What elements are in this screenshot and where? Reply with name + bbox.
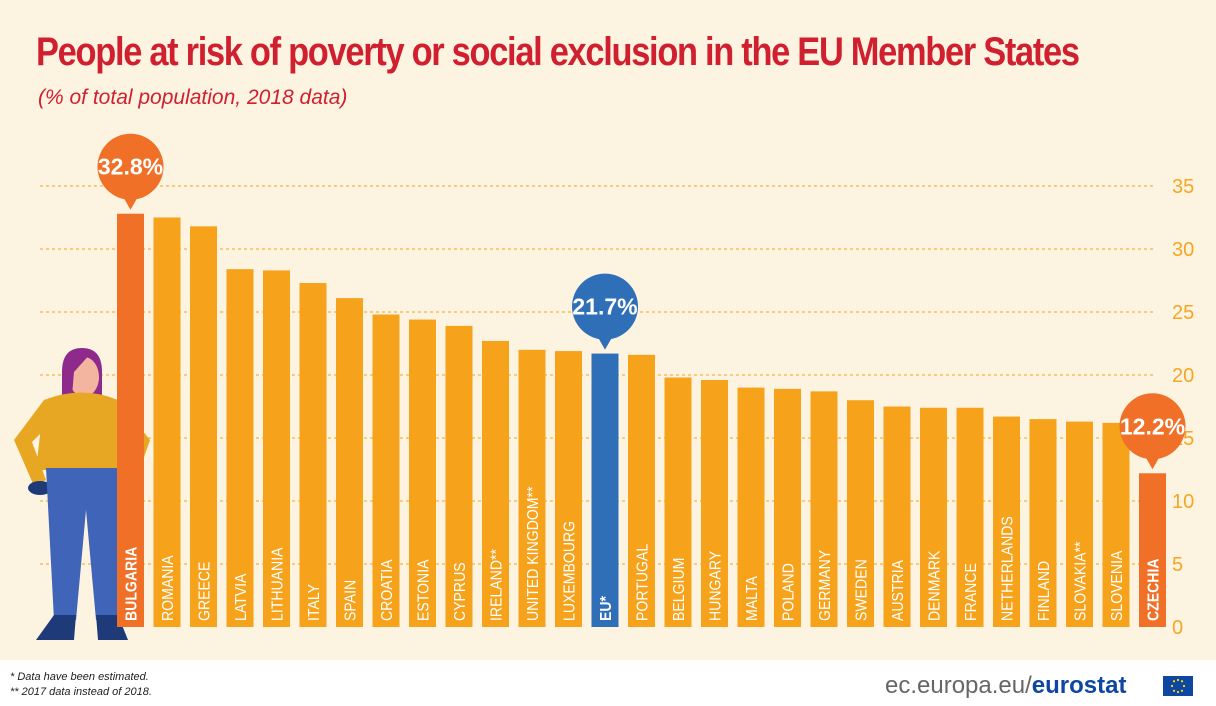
category-label-slovenia: SLOVENIA (1108, 550, 1126, 621)
category-label-bulgaria: BULGARIA (123, 547, 141, 621)
category-label-hungary: HUNGARY (707, 551, 725, 621)
category-label-latvia: LATVIA (232, 573, 250, 621)
category-label-romania: ROMANIA (159, 554, 177, 621)
category-label-italy: ITALY (305, 584, 323, 621)
callout-bubble-bulgaria (97, 133, 164, 200)
category-label-germany: GERMANY (816, 550, 834, 621)
bar-france (956, 407, 984, 627)
category-label-finland: FINLAND (1035, 561, 1053, 621)
bar-germany (810, 391, 838, 627)
category-label-slovakia: SLOVAKIA** (1072, 541, 1090, 621)
bar-ireland (482, 340, 509, 627)
category-label-spain: SPAIN (342, 580, 360, 621)
category-label-lithuania: LITHUANIA (269, 547, 287, 621)
y-tick-label: 35 (1172, 176, 1194, 198)
bar-estonia (409, 319, 436, 627)
category-label-ireland: IRELAND** (488, 549, 506, 621)
bar-spain (336, 298, 363, 627)
bar-eu (591, 353, 619, 627)
category-label-greece: GREECE (196, 562, 214, 621)
footnotes: * Data have been estimated. ** 2017 data… (10, 670, 152, 700)
bar-denmark (920, 407, 947, 627)
callout-pointer-bulgaria (122, 195, 139, 210)
footnote-estimated: * Data have been estimated. (10, 671, 149, 683)
category-label-cyprus: CYPRUS (451, 562, 469, 621)
y-tick-label: 25 (1172, 302, 1194, 324)
category-label-belgium: BELGIUM (670, 558, 688, 621)
bar-romania (153, 217, 181, 627)
chart-title: People at risk of poverty or social excl… (36, 30, 1080, 74)
bar-czechia (1139, 473, 1166, 627)
source-brand: eurostat (1031, 672, 1127, 699)
category-label-croatia: CROATIA (378, 559, 396, 621)
category-label-united-kingdom: UNITED KINGDOM** (524, 486, 542, 621)
y-tick-label: 20 (1172, 365, 1194, 387)
bar-hungary (701, 380, 728, 627)
category-label-france: FRANCE (962, 563, 980, 621)
bar-luxembourg (555, 351, 582, 627)
bar-slovakia (1066, 421, 1093, 627)
callout-label-czechia: 12.2% (1120, 413, 1185, 439)
category-label-portugal: PORTUGAL (634, 544, 652, 621)
category-label-poland: POLAND (780, 563, 798, 621)
bar-croatia (372, 314, 400, 627)
bar-belgium (664, 377, 692, 627)
bar-latvia (226, 269, 254, 627)
source-domain: ec.europa.eu/ (885, 672, 1032, 699)
callout-bubble-eu (572, 273, 638, 340)
y-tick-label: 10 (1172, 491, 1194, 513)
chart-subtitle: (% of total population, 2018 data) (38, 86, 348, 109)
callout-bubble-czechia (1119, 393, 1186, 460)
bar-austria (883, 406, 911, 627)
category-label-estonia: ESTONIA (415, 559, 433, 621)
callout-pointer-eu (597, 335, 613, 350)
bar-sweden (847, 400, 874, 627)
bar-netherlands (993, 416, 1020, 627)
category-label-sweden: SWEDEN (853, 559, 871, 621)
callout-label-eu: 21.7% (572, 294, 637, 320)
eu-flag-icon (1163, 676, 1193, 696)
callout-label-bulgaria: 32.8% (98, 154, 163, 180)
category-label-eu: EU* (597, 596, 615, 621)
bar-malta (737, 387, 765, 627)
source-credit: ec.europa.eu/eurostat (885, 672, 1126, 700)
category-label-malta: MALTA (743, 575, 761, 621)
bar-portugal (628, 354, 655, 627)
bar-poland (774, 388, 801, 627)
bar-bulgaria (117, 213, 144, 627)
category-label-czechia: CZECHIA (1145, 558, 1163, 621)
category-label-luxembourg: LUXEMBOURG (561, 521, 579, 621)
category-label-austria: AUSTRIA (889, 559, 907, 621)
y-tick-label: 30 (1172, 239, 1194, 261)
bar-italy (299, 283, 327, 627)
category-label-netherlands: NETHERLANDS (999, 516, 1017, 621)
footnote-2017: ** 2017 data instead of 2018. (10, 686, 152, 698)
bar-greece (190, 226, 217, 627)
bar-finland (1029, 419, 1057, 627)
category-label-denmark: DENMARK (926, 551, 944, 621)
callout-pointer-czechia (1144, 455, 1161, 470)
bar-slovenia (1102, 422, 1130, 627)
bar-united-kingdom (518, 349, 546, 627)
bar-cyprus (445, 325, 473, 627)
y-tick-label: 0 (1172, 617, 1183, 639)
bar-lithuania (263, 270, 290, 627)
y-tick-label: 5 (1172, 554, 1183, 576)
